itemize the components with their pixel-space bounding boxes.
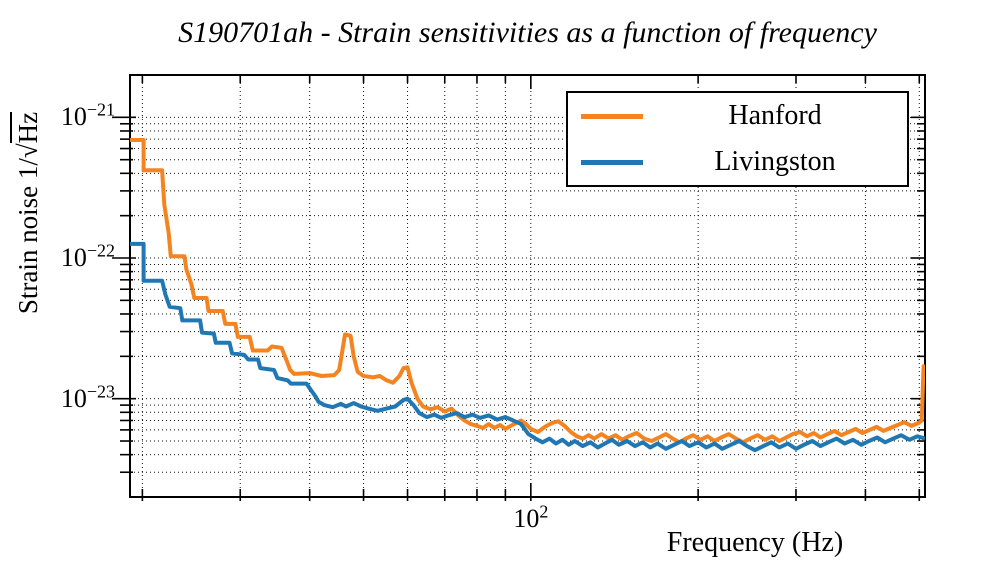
legend-label: Livingston (714, 146, 836, 177)
sqrt-radical-sign: √ (13, 143, 43, 159)
hanford-curve (130, 138, 925, 445)
y-axis-tick-label: 10−23 (60, 381, 115, 413)
legend-label: Hanford (728, 100, 822, 131)
legend-box: Hanford Livingston (566, 91, 909, 187)
x-axis-tick-label: 102 (513, 501, 549, 533)
legend-item-livingston: Livingston (568, 140, 907, 184)
gridlines (130, 75, 925, 497)
legend-line-hanford (581, 113, 643, 119)
legend-line-livingston (581, 159, 643, 165)
plot-frame (129, 74, 926, 498)
y-axis-label-prefix: Strain noise 1/ (13, 158, 43, 315)
y-axis-tick-label: 10−22 (60, 240, 115, 272)
legend-item-hanford: Hanford (568, 94, 907, 138)
livingston-curve (130, 241, 925, 453)
curves (130, 138, 925, 453)
chart-title: S190701ah - Strain sensitivities as a fu… (178, 16, 877, 49)
x-axis-label: Frequency (Hz) (666, 527, 844, 558)
y-axis-tick-label: 10−21 (60, 99, 115, 132)
